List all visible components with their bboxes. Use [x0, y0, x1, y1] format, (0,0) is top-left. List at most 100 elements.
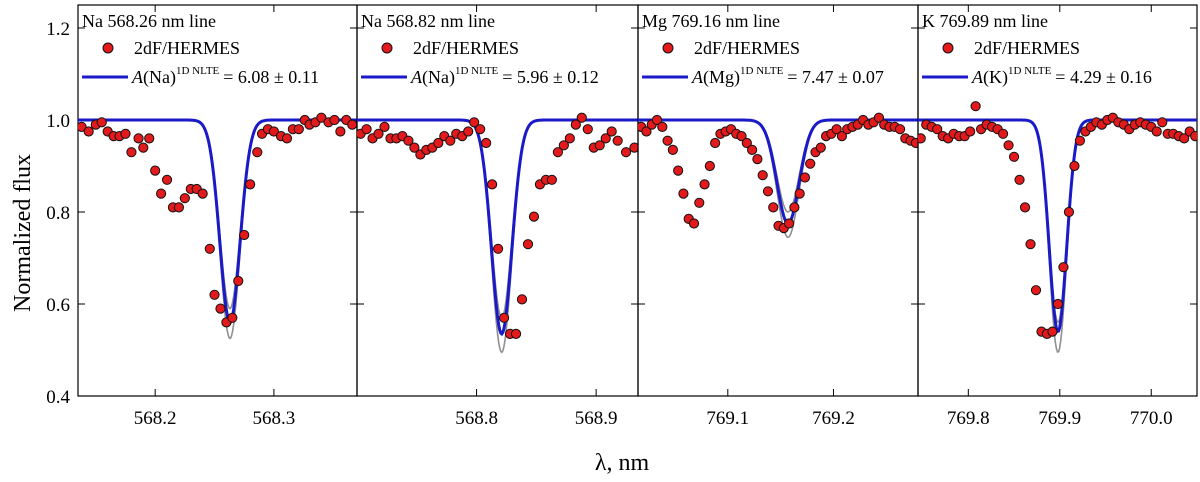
observed-points	[918, 101, 1197, 339]
x-axis-title: λ, nm	[595, 450, 650, 476]
data-point	[629, 142, 638, 153]
data-point	[564, 133, 575, 144]
data-point	[144, 133, 155, 144]
data-point	[156, 188, 167, 199]
data-point	[546, 174, 558, 185]
data-point	[373, 128, 384, 139]
observed-points	[78, 112, 357, 328]
data-point	[475, 124, 486, 135]
data-point	[836, 131, 848, 142]
data-point	[1179, 133, 1190, 144]
legend-points-label: 2dF/HERMES	[413, 38, 519, 58]
data-point	[894, 124, 906, 135]
data-point	[347, 119, 357, 130]
legend-fit-label: A(K)1D NLTE = 4.29 ± 0.16	[971, 65, 1152, 88]
data-point	[281, 133, 293, 144]
x-tick-label: 769.1	[706, 408, 749, 429]
legend-points-label: 2dF/HERMES	[694, 38, 800, 58]
y-tick-label: 0.8	[46, 203, 70, 224]
data-point	[173, 202, 185, 213]
data-point	[361, 124, 372, 135]
legend-points-label: 2dF/HERMES	[974, 38, 1080, 58]
data-point	[1052, 298, 1064, 310]
data-point	[96, 117, 107, 128]
model-curves	[918, 118, 1197, 353]
data-point	[528, 211, 540, 222]
x-tick-label: 568.8	[455, 408, 498, 429]
data-point	[970, 101, 981, 112]
data-point	[403, 135, 414, 146]
legend-fit-label: A(Mg)1D NLTE = 7.47 ± 0.07	[691, 65, 884, 88]
data-point	[747, 144, 758, 155]
data-point	[997, 128, 1009, 139]
data-point	[316, 112, 327, 123]
data-point	[1190, 131, 1197, 142]
data-point	[1074, 135, 1086, 146]
model-curves	[357, 118, 638, 354]
data-point	[600, 133, 611, 144]
data-point	[433, 137, 444, 149]
data-point	[736, 131, 747, 142]
y-tick-labels: 0.4 0.6 0.8 1.0 1.2	[46, 19, 70, 408]
data-point	[594, 140, 605, 151]
x-tick-label: 568.3	[253, 408, 296, 429]
data-point	[445, 135, 456, 146]
data-point	[120, 128, 131, 139]
data-point	[268, 126, 279, 137]
y-tick-label: 1.2	[46, 19, 70, 40]
data-point	[1157, 117, 1168, 128]
data-point	[335, 126, 346, 137]
legend-points-label: 2dF/HERMES	[134, 38, 240, 58]
data-point	[252, 147, 263, 158]
data-point	[1014, 174, 1025, 185]
data-point	[204, 243, 215, 254]
data-point	[741, 137, 752, 149]
data-point	[768, 202, 779, 213]
data-point	[492, 243, 504, 254]
data-point	[379, 121, 390, 133]
data-point	[1151, 126, 1162, 137]
data-point	[1019, 202, 1031, 213]
legend-point-marker	[381, 42, 393, 54]
model-curves	[638, 118, 918, 239]
data-point	[910, 137, 918, 149]
data-point	[510, 328, 522, 339]
model-profile-upper	[918, 119, 1197, 353]
data-point	[233, 275, 244, 287]
data-point	[78, 121, 87, 132]
data-point	[757, 170, 768, 181]
data-point	[209, 289, 220, 300]
data-point	[794, 188, 805, 199]
legend-fit-label: A(Na)1D NLTE = 5.96 ± 0.12	[410, 65, 599, 88]
model-profile-best-fit	[357, 118, 638, 337]
panel-title: Na 568.82 nm line	[361, 11, 495, 31]
data-point	[161, 174, 173, 185]
data-point	[463, 126, 474, 137]
data-point	[487, 179, 498, 190]
data-point	[498, 312, 510, 323]
data-point	[783, 218, 795, 229]
data-point	[1069, 160, 1080, 172]
data-point	[138, 142, 149, 153]
data-point	[133, 133, 144, 144]
y-tick-label: 0.6	[46, 295, 70, 316]
legend-point-marker	[102, 42, 114, 54]
data-point	[329, 114, 340, 126]
data-point	[657, 121, 668, 133]
data-point	[694, 197, 705, 208]
data-point	[245, 179, 256, 190]
observed-points	[357, 112, 638, 339]
data-point	[126, 147, 137, 158]
data-point	[1058, 262, 1069, 273]
data-point	[409, 142, 420, 153]
panel-2: 568.8 568.9 Na 568.82 nm line 2dF/HERMES A(N…	[356, 4, 639, 429]
data-point	[1025, 239, 1036, 250]
data-point	[150, 165, 161, 176]
data-point	[1047, 326, 1058, 337]
data-point	[641, 126, 652, 137]
data-point	[918, 133, 926, 144]
data-point	[789, 202, 800, 213]
data-point	[699, 179, 710, 190]
panel-title: Mg 769.16 nm line	[642, 11, 780, 31]
